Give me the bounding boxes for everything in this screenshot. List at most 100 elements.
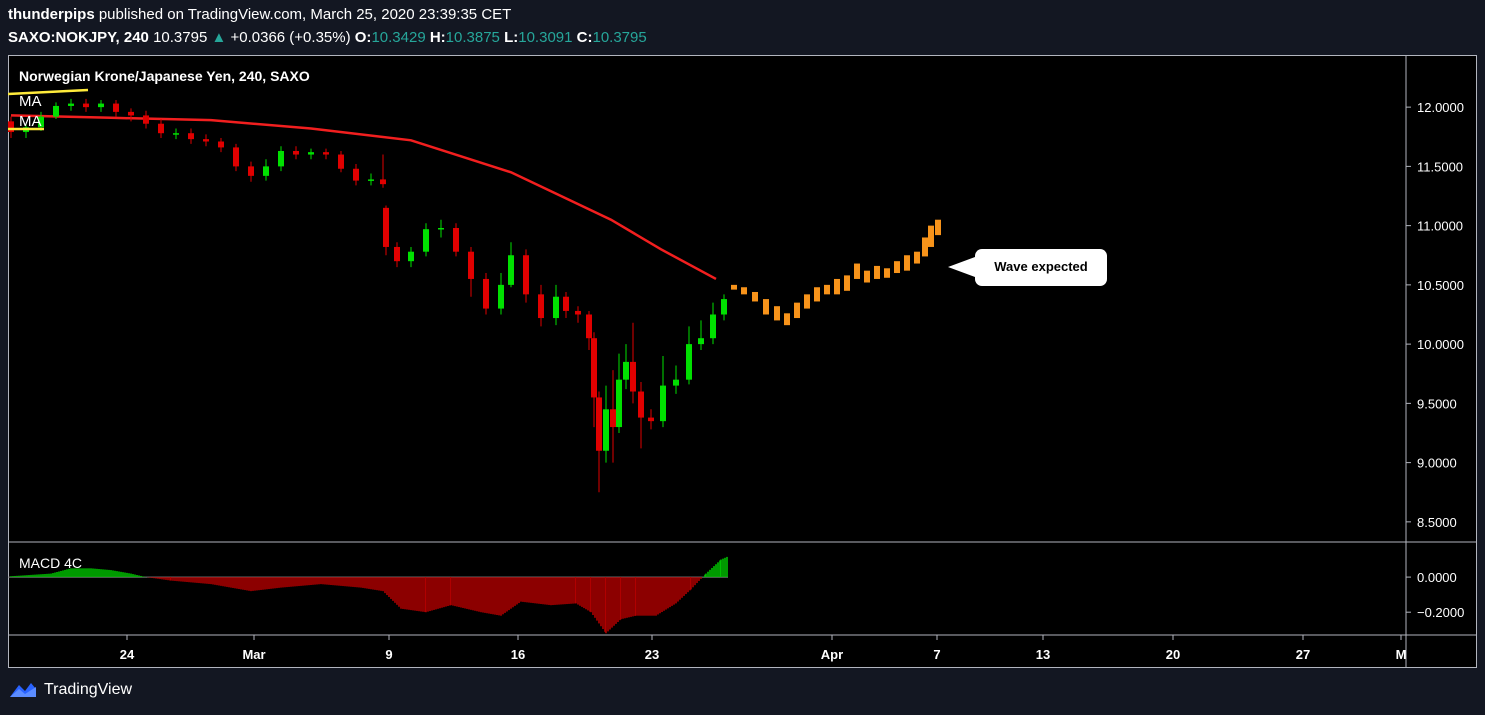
candle-body	[686, 344, 692, 380]
projection-bar	[935, 219, 941, 236]
macd-tick-label: 0.0000	[1417, 570, 1457, 585]
candle-body	[563, 296, 569, 311]
candle-body	[553, 296, 559, 319]
close-label: C:	[576, 29, 593, 46]
projection-bar	[854, 263, 860, 279]
projection-bar	[824, 284, 830, 295]
price-tick-label: 9.5000	[1417, 396, 1457, 411]
projection-bar	[774, 306, 780, 321]
candle-body	[278, 150, 284, 167]
low-value: 10.3091	[518, 29, 573, 46]
time-tick-label: M	[1396, 647, 1407, 662]
candle-body	[468, 251, 474, 279]
time-axis[interactable]: 24 Mar 9 16 23 Apr 7 13 20 27 M	[120, 635, 1407, 662]
projection-bar	[928, 225, 934, 247]
price-tick-label: 10.0000	[1417, 337, 1464, 352]
projection-bar	[922, 237, 928, 257]
time-tick-label: Mar	[242, 647, 265, 662]
projection-bar	[741, 287, 747, 295]
callout-text: Wave expected	[994, 259, 1088, 274]
candle-body	[660, 385, 666, 422]
candle-body	[293, 150, 299, 155]
chart-title: Norwegian Krone/Japanese Yen, 240, SAXO	[19, 68, 310, 84]
macd-tick-label: −0.2000	[1417, 605, 1464, 620]
candle-body	[173, 133, 179, 135]
projection-bar	[752, 291, 758, 302]
time-tick-label: 13	[1036, 647, 1050, 662]
candle-body	[353, 168, 359, 181]
symbol-info: SAXO:NOKJPY, 240 10.3795 ▲ +0.0366 (+0.3…	[8, 29, 647, 46]
time-tick-label: 23	[645, 647, 659, 662]
last-price: 10.3795	[153, 29, 208, 46]
chart-canvas[interactable]: Norwegian Krone/Japanese Yen, 240, SAXO …	[8, 55, 1477, 668]
projection-bar	[874, 265, 880, 279]
ma-legend-label-2[interactable]: MA	[19, 113, 42, 130]
price-axis[interactable]: 12.0000 11.5000 11.0000 10.5000 10.0000 9.500…	[1406, 100, 1464, 620]
macd-pane[interactable]	[8, 556, 728, 634]
candle-body	[128, 111, 134, 116]
author-name[interactable]: thunderpips	[8, 6, 95, 23]
candle-body	[338, 154, 344, 169]
candle-body	[143, 115, 149, 124]
time-tick-label: 7	[933, 647, 940, 662]
moving-average-line	[10, 114, 717, 281]
candle-body	[453, 227, 459, 252]
callout-pointer	[948, 257, 975, 277]
candle-body	[698, 338, 704, 345]
candle-body	[616, 379, 622, 428]
time-tick-label: 24	[120, 647, 135, 662]
low-label: L:	[504, 29, 519, 46]
projection-bar	[904, 255, 910, 271]
footer-brand[interactable]: TradingView	[8, 680, 132, 700]
macd-title[interactable]: MACD 4C	[19, 555, 82, 571]
publish-info: thunderpips published on TradingView.com…	[8, 6, 511, 23]
tradingview-logo-icon	[10, 683, 36, 697]
time-tick-label: 20	[1166, 647, 1180, 662]
candle-body	[203, 139, 209, 142]
candle-body	[158, 123, 164, 134]
candle-body	[648, 417, 654, 422]
symbol-label: SAXO:NOKJPY, 240	[8, 29, 149, 46]
candle-body	[408, 251, 414, 262]
open-value: 10.3429	[371, 29, 426, 46]
candle-body	[380, 179, 386, 185]
callout[interactable]: Wave expected	[948, 249, 1107, 286]
projection-bar	[814, 287, 820, 302]
chart-frame	[8, 55, 1477, 668]
up-arrow-icon: ▲	[211, 29, 227, 46]
ma-legend-label-1[interactable]: MA	[19, 93, 42, 110]
candle-body	[596, 397, 602, 451]
candle-body	[508, 255, 514, 285]
candle-body	[233, 147, 239, 167]
time-tick-label: 16	[511, 647, 525, 662]
candle-body	[638, 391, 644, 418]
candle-body	[383, 207, 389, 247]
candle-body	[603, 409, 609, 451]
candle-body	[423, 229, 429, 252]
candle-body	[8, 121, 14, 133]
candle-body	[710, 314, 716, 339]
candle-body	[323, 152, 329, 155]
candle-body	[591, 338, 597, 398]
candle-body	[586, 314, 592, 339]
candle-body	[83, 103, 89, 108]
close-value: 10.3795	[592, 29, 647, 46]
brand-name: TradingView	[44, 681, 133, 698]
price-tick-label: 8.5000	[1417, 515, 1457, 530]
projection-bar	[794, 302, 800, 319]
candle-body	[523, 255, 529, 295]
candle-body	[248, 166, 254, 176]
ma-legend-line-1	[8, 88, 89, 96]
price-tick-label: 9.0000	[1417, 456, 1457, 471]
price-pane[interactable]	[8, 98, 941, 493]
high-value: 10.3875	[445, 29, 500, 46]
candle-body	[308, 152, 314, 155]
candle-body	[188, 133, 194, 140]
projection-bar	[804, 294, 810, 309]
candle-body	[630, 361, 636, 392]
candle-body	[113, 103, 119, 112]
candle-body	[483, 278, 489, 309]
projection-bar	[884, 268, 890, 278]
candle-body	[68, 103, 74, 106]
candle-body	[610, 409, 616, 428]
